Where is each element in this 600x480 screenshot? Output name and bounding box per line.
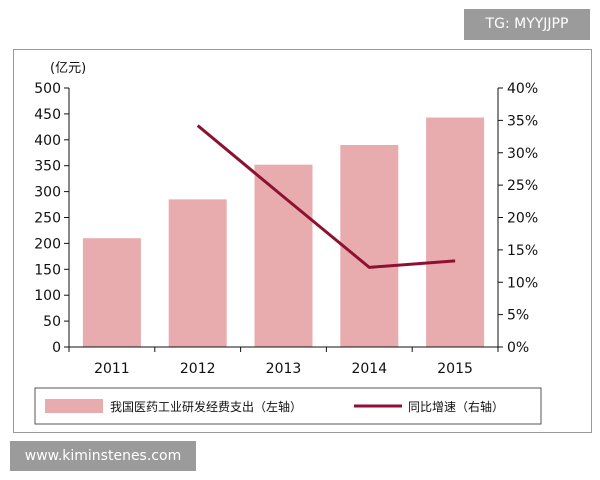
watermark-top: TG: MYYJJPP	[464, 9, 590, 40]
right-tick-label: 5%	[507, 308, 529, 324]
right-tick-label: 20%	[507, 211, 538, 227]
left-tick-label: 450	[34, 107, 61, 123]
left-tick-label: 300	[34, 185, 61, 201]
legend-box	[34, 387, 542, 425]
right-tick-label: 35%	[507, 113, 538, 129]
right-tick-label: 0%	[507, 340, 529, 356]
legend-label-bar: 我国医药工业研发经费支出（左轴）	[110, 399, 302, 414]
bar-2013	[254, 164, 313, 347]
left-tick-label: 150	[34, 262, 61, 278]
left-tick-label: 100	[34, 288, 61, 304]
watermark-bottom: www.kiminstenes.com	[10, 441, 196, 471]
right-tick-label: 10%	[507, 275, 538, 291]
bar-2012	[168, 199, 227, 347]
left-tick-label: 400	[34, 133, 61, 149]
bars-group	[82, 117, 485, 347]
right-tick-label: 30%	[507, 146, 538, 162]
legend-label-line: 同比增速（右轴）	[408, 399, 504, 414]
growth-line-group	[196, 124, 456, 269]
left-tick-label: 0	[52, 340, 61, 356]
growth-rate-line	[196, 124, 456, 269]
bar-2014	[340, 144, 399, 347]
left-axis-unit-label: (亿元)	[50, 61, 86, 76]
right-tick-label: 15%	[507, 243, 538, 259]
left-tick-label: 350	[34, 159, 61, 175]
axes-group: 0 50 100 150 200 250 300 350 400 450 500 0% 5% 10% 15%…	[34, 61, 538, 377]
x-tick-label: 2011	[94, 361, 130, 377]
left-tick-label: 50	[43, 314, 61, 330]
right-tick-label: 40%	[507, 81, 538, 97]
legend-swatch-bar	[45, 399, 103, 413]
legend-group: 我国医药工业研发经费支出（左轴） 同比增速（右轴）	[34, 387, 542, 425]
left-tick-label: 500	[34, 81, 61, 97]
left-tick-label: 250	[34, 211, 61, 227]
x-tick-label: 2012	[180, 361, 216, 377]
chart-frame: 0 50 100 150 200 250 300 350 400 450 500 0% 5% 10% 15%…	[13, 49, 592, 433]
left-tick-label: 200	[34, 236, 61, 252]
chart-svg: 0 50 100 150 200 250 300 350 400 450 500 0% 5% 10% 15%…	[34, 61, 542, 425]
bar-2011	[82, 238, 141, 347]
x-tick-label: 2013	[266, 361, 302, 377]
x-tick-label: 2014	[351, 361, 387, 377]
bar-2015	[426, 117, 485, 347]
right-tick-label: 25%	[507, 178, 538, 194]
x-tick-label: 2015	[437, 361, 473, 377]
